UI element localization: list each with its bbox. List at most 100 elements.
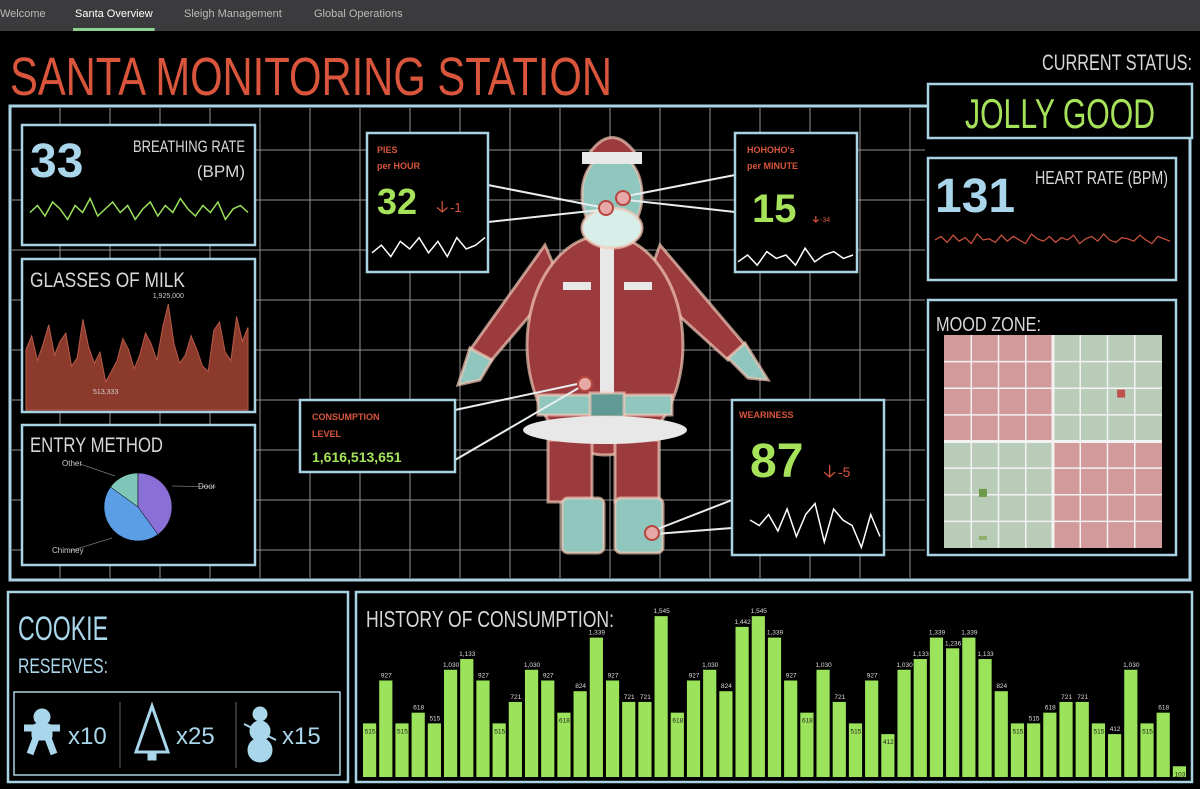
bar-value-label: 927 bbox=[867, 672, 878, 679]
bar-value-label: 1,133 bbox=[913, 651, 930, 658]
bar bbox=[1172, 766, 1186, 777]
cookie-subtitle: RESERVES: bbox=[18, 655, 108, 678]
bar-value-label: 824 bbox=[996, 683, 1007, 690]
area-annotation: 513,333 bbox=[93, 389, 118, 396]
heart-panel bbox=[926, 156, 1178, 282]
hohoho-title: HOHOHO's bbox=[747, 145, 795, 155]
heart-title: HEART RATE (BPM) bbox=[1035, 168, 1168, 188]
tab[interactable]: Santa Overview bbox=[75, 8, 153, 20]
bar-value-label: 618 bbox=[559, 718, 570, 725]
bar bbox=[897, 669, 911, 777]
bar bbox=[411, 712, 425, 777]
bar bbox=[800, 712, 814, 777]
bar-value-label: 1,339 bbox=[929, 630, 946, 637]
milk-title: GLASSES OF MILK bbox=[30, 269, 185, 292]
tab[interactable]: Global Operations bbox=[314, 8, 403, 20]
hohoho-panel bbox=[733, 131, 859, 274]
mood-grid bbox=[944, 335, 1162, 548]
bar-value-label: 515 bbox=[1142, 728, 1153, 735]
consumption-value: 1,616,513,651 bbox=[312, 449, 402, 465]
bar-value-label: 1,030 bbox=[524, 662, 541, 669]
bar-value-label: 515 bbox=[851, 728, 862, 735]
bar bbox=[638, 701, 652, 777]
bar bbox=[622, 701, 636, 777]
sparkline bbox=[737, 246, 854, 267]
bar-value-label: 721 bbox=[1077, 694, 1088, 701]
bar bbox=[1075, 701, 1089, 777]
bar-value-label: 1,236 bbox=[945, 640, 962, 647]
bar-value-label: 1,030 bbox=[443, 662, 460, 669]
tab[interactable]: Welcome bbox=[0, 8, 46, 20]
history-title: HISTORY OF CONSUMPTION: bbox=[366, 606, 614, 632]
bar bbox=[605, 680, 620, 777]
pie-slice bbox=[137, 472, 173, 535]
bar-value-label: 1,545 bbox=[751, 608, 768, 615]
bar-value-label: 824 bbox=[575, 683, 586, 690]
bar-value-label: 618 bbox=[1045, 705, 1056, 712]
tab-bar bbox=[0, 0, 1200, 31]
bar bbox=[589, 637, 603, 777]
bar-value-label: 824 bbox=[721, 683, 732, 690]
pies-title: PIES bbox=[377, 145, 398, 155]
bar-value-label: 1,030 bbox=[815, 662, 832, 669]
bar-value-label: 618 bbox=[413, 705, 424, 712]
bar bbox=[1059, 701, 1073, 777]
pie-label: Chimney bbox=[52, 546, 84, 555]
bar bbox=[524, 669, 539, 777]
delta-arrow bbox=[823, 471, 836, 478]
weariness-panel bbox=[730, 398, 886, 557]
bar-value-label: 927 bbox=[608, 672, 619, 679]
bar bbox=[1043, 712, 1057, 777]
bar-value-label: 927 bbox=[381, 672, 392, 679]
tab[interactable]: Sleigh Management bbox=[184, 8, 282, 20]
mood-title: MOOD ZONE: bbox=[936, 314, 1041, 336]
consumption-subtitle: LEVEL bbox=[312, 429, 342, 439]
breathing-title: BREATHING RATE bbox=[133, 137, 245, 156]
pie-leader bbox=[69, 537, 113, 552]
bar bbox=[848, 723, 863, 777]
bar bbox=[881, 734, 895, 777]
bar-value-label: 1,030 bbox=[702, 662, 719, 669]
hohoho-value: 15 bbox=[752, 187, 797, 231]
weariness-title: WEARINESS bbox=[739, 410, 794, 420]
bar-value-label: 1,339 bbox=[961, 630, 978, 637]
cookie-icons bbox=[24, 701, 277, 763]
sparkline bbox=[371, 236, 486, 259]
status-box bbox=[926, 82, 1194, 140]
consumption-title: CONSUMPTION bbox=[312, 412, 380, 422]
bar-value-label: 927 bbox=[786, 672, 797, 679]
bar bbox=[363, 723, 377, 777]
bar bbox=[492, 723, 506, 777]
bar bbox=[460, 659, 474, 777]
bar bbox=[1156, 712, 1170, 777]
bar bbox=[395, 723, 409, 777]
cookie-title: COOKIE bbox=[18, 610, 108, 648]
bar bbox=[379, 680, 393, 777]
bar bbox=[703, 669, 717, 777]
bar bbox=[865, 680, 879, 777]
bar bbox=[654, 616, 668, 777]
breathing-unit: (BPM) bbox=[197, 162, 245, 181]
bar-value-label: 927 bbox=[543, 672, 554, 679]
bar bbox=[557, 712, 571, 777]
status-value: JOLLY GOOD bbox=[965, 90, 1155, 137]
bar-value-label: 927 bbox=[478, 672, 489, 679]
bar-value-label: 103 bbox=[1174, 771, 1185, 778]
mood-marker bbox=[978, 488, 987, 497]
heart-value: 131 bbox=[935, 170, 1015, 223]
bar bbox=[751, 616, 765, 777]
bar bbox=[816, 669, 830, 777]
bar bbox=[784, 680, 798, 777]
tab-indicator bbox=[73, 28, 155, 31]
bar bbox=[1124, 669, 1138, 777]
entry-title: ENTRY METHOD bbox=[30, 434, 163, 457]
delta-arrow bbox=[436, 206, 448, 213]
bar-value-label: 515 bbox=[1029, 715, 1040, 722]
delta-value: -5 bbox=[838, 464, 851, 480]
pies-subtitle: per HOUR bbox=[377, 161, 421, 171]
bar-value-label: 515 bbox=[1013, 728, 1024, 735]
cookie-count: x25 bbox=[176, 723, 215, 750]
data-marks: 1,925,000 513,333 Other Door Chimney -1 -34 -5 5… bbox=[25, 196, 1186, 778]
bar-value-label: 721 bbox=[624, 694, 635, 701]
